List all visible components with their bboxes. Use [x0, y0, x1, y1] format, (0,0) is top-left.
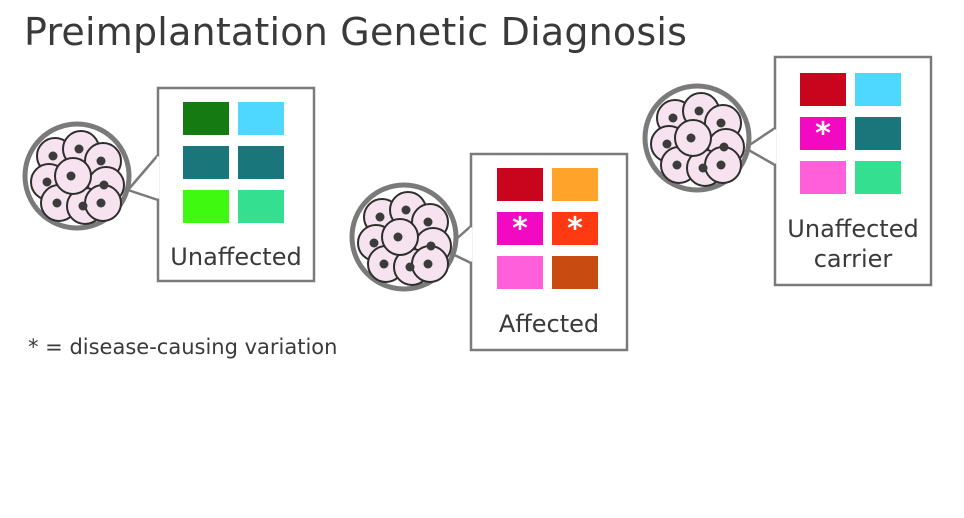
- cell-nucleus: [668, 113, 678, 123]
- cell-nucleus: [423, 259, 433, 269]
- card-label-affected: Affected: [471, 309, 627, 339]
- chromosome-tile: [800, 161, 846, 194]
- chromosome-tile: [855, 161, 901, 194]
- card-label-line: Unaffected: [787, 215, 919, 243]
- chromosome-tile: [238, 102, 284, 135]
- page-title: Preimplantation Genetic Diagnosis: [24, 10, 688, 54]
- variation-marker-icon: *: [815, 117, 831, 152]
- cell-nucleus: [405, 262, 415, 272]
- cell-nucleus: [52, 198, 62, 208]
- callout-tail-edge: [127, 154, 159, 191]
- tail-gap: [773, 129, 777, 164]
- callout-tail-edge: [127, 188, 159, 202]
- cell-nucleus: [74, 144, 84, 154]
- chromosome-tile: [183, 102, 229, 135]
- callout-tail: [745, 128, 775, 165]
- cell-nucleus: [78, 201, 88, 211]
- chromosome-tile: [552, 256, 598, 289]
- cell-nucleus: [662, 139, 672, 149]
- chromosome-tile: [238, 146, 284, 179]
- variation-marker-icon: *: [512, 212, 528, 247]
- embryo-card: [22, 86, 316, 283]
- variation-marker-icon: *: [567, 212, 583, 247]
- cell-nucleus: [401, 205, 411, 215]
- cell-nucleus: [698, 163, 708, 173]
- chromosome-tile: [800, 117, 846, 150]
- chromosome-tile: [552, 212, 598, 245]
- chromosome-tile: [183, 190, 229, 223]
- cell-nucleus: [48, 151, 58, 161]
- cell-nucleus: [96, 156, 106, 166]
- cell-nucleus: [369, 238, 379, 248]
- chromosome-tile: [497, 256, 543, 289]
- cell-nucleus: [99, 180, 109, 190]
- cell-nucleus: [719, 142, 729, 152]
- callout-tail: [128, 155, 158, 200]
- legend-note: * = disease-causing variation: [28, 335, 338, 359]
- chromosome-tile: [497, 168, 543, 201]
- cell-nucleus: [42, 177, 52, 187]
- cell-nucleus: [716, 160, 726, 170]
- cell-nucleus: [694, 106, 704, 116]
- chromosome-tile: [183, 146, 229, 179]
- cell-nucleus: [716, 118, 726, 128]
- card-label-line: Affected: [498, 310, 600, 338]
- tail-gap: [469, 227, 473, 262]
- chromosome-tile: [800, 73, 846, 106]
- card-label-line: carrier: [813, 245, 893, 273]
- cell-nucleus: [423, 217, 433, 227]
- card-label-unaffected: Unaffected: [158, 242, 314, 272]
- callout-tail-edge: [744, 146, 776, 167]
- cell-nucleus: [379, 259, 389, 269]
- chromosome-tile: [855, 117, 901, 150]
- chromosome-tile: [552, 168, 598, 201]
- embryo-card: * *: [349, 152, 629, 352]
- cell-nucleus: [426, 241, 436, 251]
- cell-nucleus: [96, 198, 106, 208]
- cell-nucleus: [672, 160, 682, 170]
- cell-nucleus: [686, 133, 696, 143]
- cell-nucleus: [375, 212, 385, 222]
- cell-nucleus: [66, 171, 76, 181]
- cell-nucleus: [393, 232, 403, 242]
- embryo-card: *: [642, 55, 933, 287]
- chromosome-tile: [497, 212, 543, 245]
- card-label-line: Unaffected: [170, 243, 302, 271]
- card-label-unaffected-carrier: Unaffected carrier: [775, 214, 931, 274]
- chromosome-tile: [855, 73, 901, 106]
- chromosome-tile: [238, 190, 284, 223]
- tail-gap: [156, 156, 160, 199]
